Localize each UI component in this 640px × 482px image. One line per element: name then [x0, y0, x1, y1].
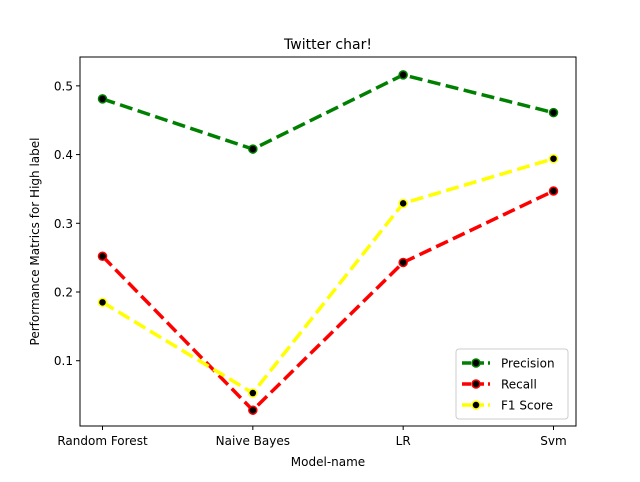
series-precision — [97, 70, 559, 154]
legend-marker — [471, 379, 481, 389]
y-axis-ticks: 0.1 0.2 0.3 0.4 0.5 — [54, 79, 80, 368]
x-tick-label: Svm — [540, 434, 566, 448]
series-recall — [97, 186, 559, 415]
legend-entry-recall: Recall — [462, 378, 537, 392]
x-tick-label: LR — [396, 434, 411, 448]
series-line-recall — [101, 189, 555, 412]
series-line-precision — [101, 73, 554, 151]
y-axis-label: Performance Matrics for High label — [28, 138, 42, 346]
data-point-recall — [248, 405, 258, 415]
legend-box — [455, 348, 569, 420]
legend-items: Precision Recall F1 Score — [462, 357, 555, 413]
data-point-recall — [398, 257, 408, 268]
y-tick-label: 0.5 — [54, 79, 73, 93]
y-tick-label: 0.3 — [54, 217, 73, 231]
legend-marker — [471, 358, 481, 368]
data-point-f1-score — [398, 198, 408, 209]
y-tick-label: 0.1 — [54, 354, 73, 368]
legend-marker — [471, 400, 481, 410]
legend-label: Recall — [501, 378, 537, 392]
y-tick-label: 0.2 — [54, 286, 73, 300]
series-layer — [97, 70, 559, 415]
x-tick-label: Naive Bayes — [216, 434, 290, 448]
data-point-f1-score — [248, 388, 258, 398]
y-tick-label: 0.4 — [54, 148, 73, 162]
x-axis-label: Model-name — [291, 455, 365, 469]
data-point-f1-score — [548, 153, 559, 164]
data-point-precision — [398, 70, 408, 80]
series-f1-score — [97, 153, 559, 398]
data-point-precision — [97, 94, 108, 104]
chart-title: Twitter char! — [283, 37, 372, 53]
legend-entry-f1-score: F1 Score — [462, 399, 553, 413]
data-point-recall — [548, 186, 559, 196]
plot-frame — [79, 56, 577, 427]
data-point-recall — [97, 251, 108, 262]
legend-entry-precision: Precision — [462, 357, 555, 371]
data-point-precision — [248, 144, 258, 154]
x-tick-label: Random Forest — [57, 434, 148, 448]
legend: Precision Recall F1 Score — [455, 348, 569, 420]
data-point-f1-score — [97, 297, 108, 308]
data-point-precision — [548, 107, 559, 118]
series-line-f1-score — [101, 157, 554, 395]
legend-label: Precision — [501, 357, 555, 371]
x-axis-ticks: Random Forest Naive Bayes LR Svm — [57, 426, 567, 448]
legend-label: F1 Score — [501, 399, 553, 413]
